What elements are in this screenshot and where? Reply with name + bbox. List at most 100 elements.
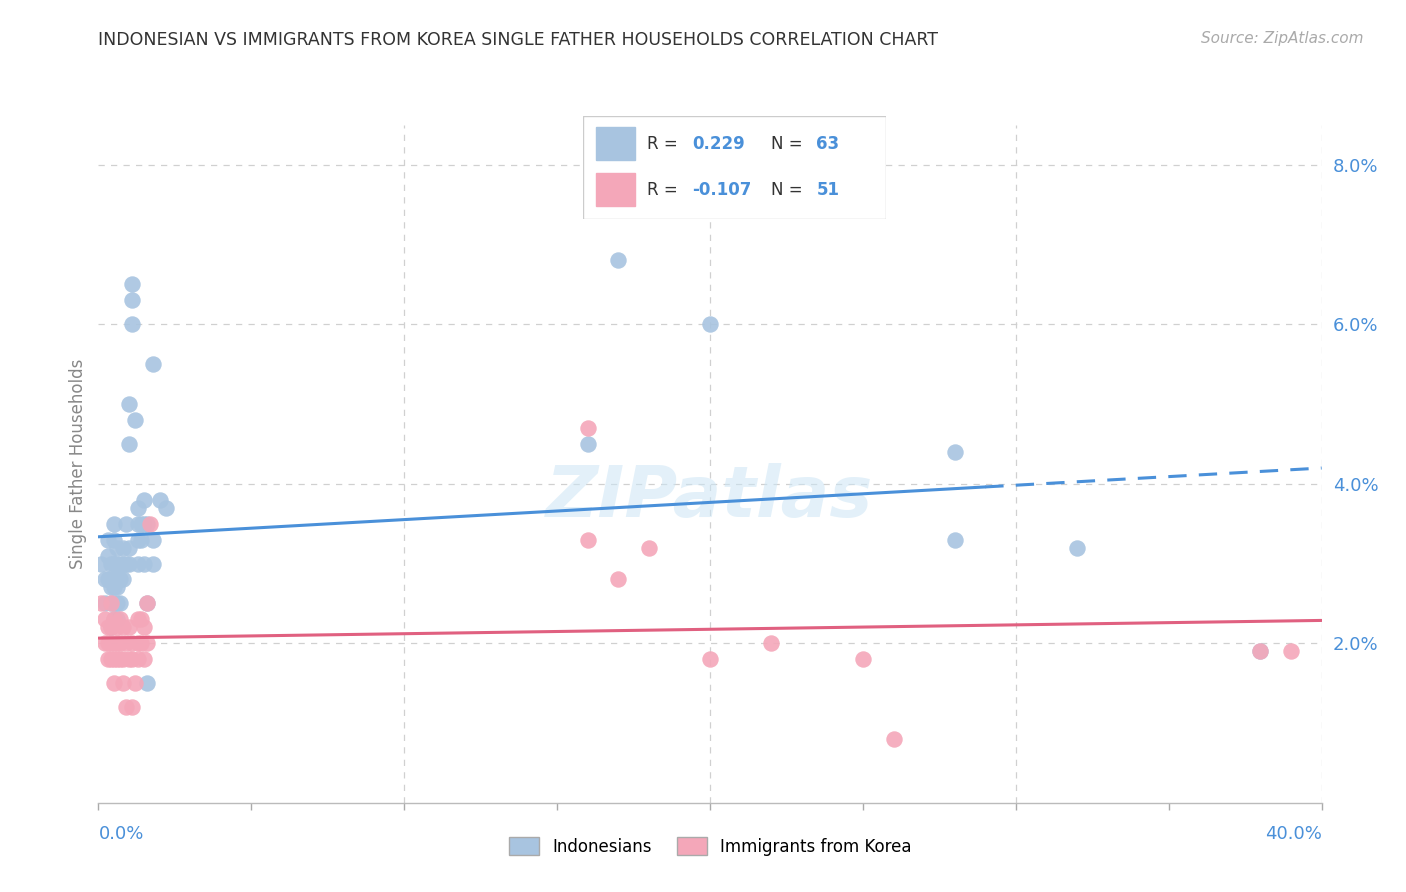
Point bbox=[136, 636, 159, 650]
Point bbox=[129, 636, 152, 650]
Point bbox=[100, 581, 122, 595]
FancyBboxPatch shape bbox=[596, 173, 636, 206]
Point bbox=[127, 652, 149, 666]
Point bbox=[136, 596, 159, 610]
Point bbox=[100, 652, 122, 666]
Text: ZIPatlas: ZIPatlas bbox=[547, 463, 873, 533]
Point bbox=[883, 731, 905, 746]
Point bbox=[142, 533, 165, 547]
Point bbox=[118, 620, 141, 634]
Point bbox=[134, 620, 156, 634]
Point bbox=[100, 636, 122, 650]
Text: 0.229: 0.229 bbox=[692, 135, 745, 153]
Point bbox=[127, 636, 149, 650]
Text: 51: 51 bbox=[817, 181, 839, 199]
Point bbox=[155, 500, 177, 515]
Point bbox=[607, 253, 630, 268]
Point bbox=[103, 652, 125, 666]
Point bbox=[576, 437, 599, 451]
Point bbox=[943, 533, 966, 547]
Point bbox=[93, 596, 115, 610]
Point bbox=[108, 636, 131, 650]
Text: 63: 63 bbox=[817, 135, 839, 153]
Point bbox=[118, 541, 141, 555]
Text: N =: N = bbox=[770, 135, 808, 153]
Point bbox=[136, 676, 159, 690]
Point bbox=[121, 293, 143, 308]
Point bbox=[121, 700, 143, 714]
Point bbox=[121, 652, 143, 666]
FancyBboxPatch shape bbox=[596, 128, 636, 160]
Point bbox=[699, 318, 721, 332]
Point bbox=[105, 652, 128, 666]
Point bbox=[111, 573, 134, 587]
Point bbox=[607, 573, 630, 587]
FancyBboxPatch shape bbox=[583, 116, 886, 219]
Text: 40.0%: 40.0% bbox=[1265, 825, 1322, 843]
Point bbox=[103, 573, 125, 587]
Point bbox=[127, 533, 149, 547]
Point bbox=[105, 636, 128, 650]
Point bbox=[124, 413, 146, 427]
Point bbox=[121, 636, 143, 650]
Point bbox=[97, 549, 120, 563]
Point bbox=[108, 652, 131, 666]
Point bbox=[576, 421, 599, 435]
Point bbox=[129, 612, 152, 626]
Point bbox=[90, 557, 112, 571]
Point bbox=[103, 581, 125, 595]
Point bbox=[103, 557, 125, 571]
Point bbox=[105, 596, 128, 610]
Point bbox=[127, 557, 149, 571]
Y-axis label: Single Father Households: Single Father Households bbox=[69, 359, 87, 569]
Point bbox=[103, 636, 125, 650]
Point bbox=[111, 652, 134, 666]
Point bbox=[111, 620, 134, 634]
Point bbox=[121, 318, 143, 332]
Point bbox=[103, 596, 125, 610]
Point bbox=[108, 612, 131, 626]
Point bbox=[93, 636, 115, 650]
Point bbox=[1066, 541, 1088, 555]
Point bbox=[97, 620, 120, 634]
Point bbox=[100, 620, 122, 634]
Text: R =: R = bbox=[647, 181, 683, 199]
Point bbox=[134, 557, 156, 571]
Point bbox=[90, 596, 112, 610]
Text: R =: R = bbox=[647, 135, 683, 153]
Point bbox=[142, 357, 165, 371]
Point bbox=[699, 652, 721, 666]
Point bbox=[127, 612, 149, 626]
Point bbox=[108, 573, 131, 587]
Point bbox=[108, 596, 131, 610]
Point bbox=[121, 277, 143, 292]
Point bbox=[105, 581, 128, 595]
Text: Source: ZipAtlas.com: Source: ZipAtlas.com bbox=[1201, 31, 1364, 46]
Point bbox=[103, 533, 125, 547]
Point bbox=[100, 596, 122, 610]
Point bbox=[115, 516, 138, 531]
Point bbox=[103, 612, 125, 626]
Text: INDONESIAN VS IMMIGRANTS FROM KOREA SINGLE FATHER HOUSEHOLDS CORRELATION CHART: INDONESIAN VS IMMIGRANTS FROM KOREA SING… bbox=[98, 31, 938, 49]
Point bbox=[103, 612, 125, 626]
Point bbox=[134, 652, 156, 666]
Point bbox=[115, 636, 138, 650]
Point bbox=[118, 652, 141, 666]
Point bbox=[93, 573, 115, 587]
Point bbox=[127, 500, 149, 515]
Point bbox=[103, 516, 125, 531]
Point bbox=[127, 516, 149, 531]
Point bbox=[136, 596, 159, 610]
Point bbox=[100, 596, 122, 610]
Point bbox=[118, 437, 141, 451]
Point bbox=[637, 541, 661, 555]
Point bbox=[115, 557, 138, 571]
Legend: Indonesians, Immigrants from Korea: Indonesians, Immigrants from Korea bbox=[502, 830, 918, 863]
Text: 0.0%: 0.0% bbox=[98, 825, 143, 843]
Point bbox=[149, 492, 172, 507]
Point bbox=[108, 557, 131, 571]
Point bbox=[105, 612, 128, 626]
Point bbox=[129, 533, 152, 547]
Point bbox=[100, 620, 122, 634]
Point bbox=[111, 676, 134, 690]
